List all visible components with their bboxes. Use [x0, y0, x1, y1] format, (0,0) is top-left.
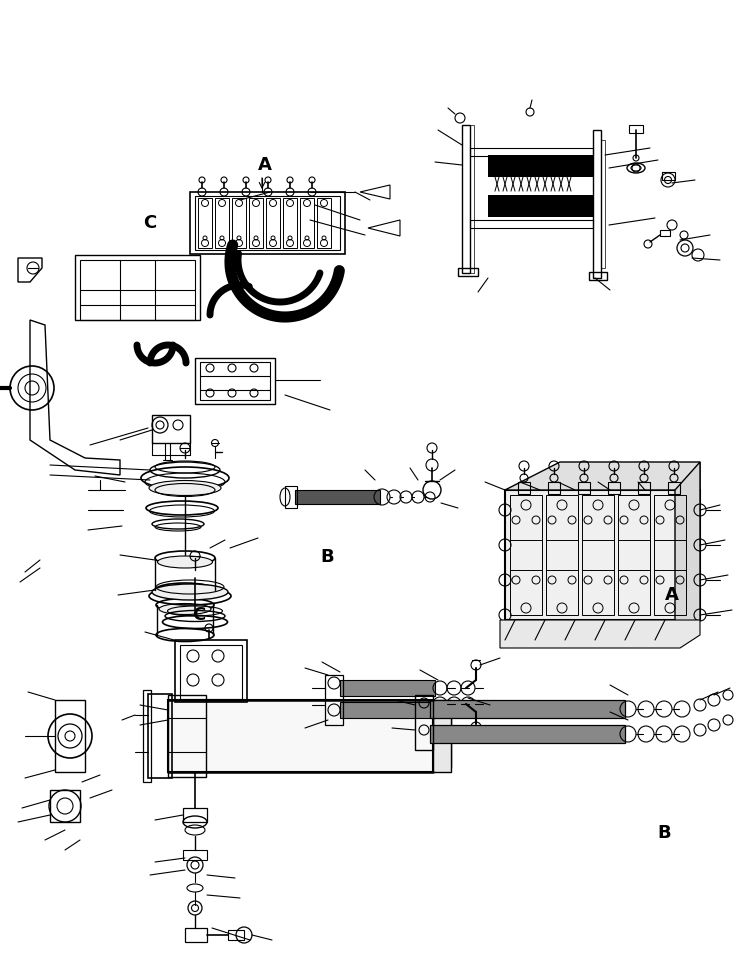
Bar	[249, 198, 263, 248]
Bar	[518, 482, 530, 494]
Bar	[488, 195, 593, 217]
Bar	[470, 148, 593, 156]
Ellipse shape	[149, 481, 221, 495]
Bar	[340, 702, 435, 718]
Ellipse shape	[156, 628, 214, 641]
Bar	[50, 790, 80, 822]
Bar	[300, 198, 314, 248]
Bar	[325, 675, 343, 725]
Bar	[195, 196, 340, 250]
Bar	[505, 490, 700, 620]
Ellipse shape	[155, 583, 215, 597]
Bar	[295, 490, 380, 504]
Text: A: A	[258, 156, 272, 174]
Bar	[415, 695, 433, 750]
Bar	[430, 725, 625, 743]
Bar	[433, 700, 451, 772]
Bar	[168, 700, 433, 772]
Bar	[200, 362, 270, 400]
Bar	[55, 700, 85, 772]
Bar	[283, 198, 297, 248]
Ellipse shape	[152, 584, 228, 600]
Bar	[317, 198, 331, 248]
Bar	[430, 700, 625, 718]
Bar	[215, 198, 229, 248]
Bar	[430, 725, 625, 743]
Bar	[608, 482, 620, 494]
Bar	[668, 482, 680, 494]
Bar	[601, 140, 605, 268]
Bar	[458, 268, 478, 276]
Bar	[578, 482, 590, 494]
Polygon shape	[505, 462, 700, 490]
Bar	[662, 172, 675, 180]
Bar	[340, 702, 435, 718]
Bar	[546, 495, 578, 615]
Text: C: C	[143, 214, 156, 232]
Bar	[143, 690, 151, 782]
Ellipse shape	[159, 603, 211, 615]
Bar	[582, 495, 614, 615]
Bar	[266, 198, 280, 248]
Bar	[470, 220, 593, 228]
Text: B: B	[657, 824, 670, 842]
Polygon shape	[675, 462, 700, 635]
Bar	[654, 495, 686, 615]
Bar	[433, 705, 451, 767]
Bar	[433, 700, 451, 772]
Text: B: B	[320, 548, 333, 566]
Bar	[430, 700, 625, 718]
Bar	[295, 490, 380, 504]
Bar	[462, 125, 470, 273]
Bar	[168, 695, 206, 777]
Ellipse shape	[158, 556, 213, 568]
Bar	[593, 130, 601, 278]
Bar	[548, 482, 560, 494]
Bar	[285, 486, 297, 508]
Bar	[510, 495, 542, 615]
Bar	[180, 645, 242, 699]
Bar	[198, 198, 212, 248]
Bar	[175, 640, 247, 702]
Bar	[470, 125, 474, 273]
Bar	[629, 125, 643, 133]
Text: C: C	[192, 606, 205, 624]
Bar	[638, 482, 650, 494]
Bar	[183, 850, 207, 860]
Bar	[190, 192, 345, 254]
Bar	[232, 198, 246, 248]
Bar	[618, 495, 650, 615]
Bar	[195, 358, 275, 404]
Bar	[228, 930, 244, 940]
Bar	[183, 808, 207, 822]
Bar	[488, 155, 593, 177]
Bar	[589, 272, 607, 280]
Polygon shape	[500, 620, 700, 648]
Bar	[340, 680, 435, 696]
Bar	[660, 230, 670, 236]
Bar	[152, 415, 190, 443]
Bar	[148, 694, 172, 778]
Bar	[185, 928, 207, 942]
Bar	[340, 680, 435, 696]
Text: A: A	[665, 586, 679, 604]
